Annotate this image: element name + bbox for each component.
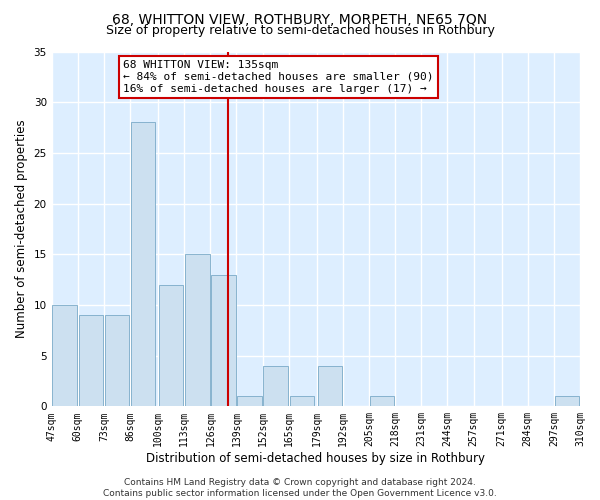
Bar	[131, 122, 155, 406]
Text: 68, WHITTON VIEW, ROTHBURY, MORPETH, NE65 7QN: 68, WHITTON VIEW, ROTHBURY, MORPETH, NE6…	[112, 12, 488, 26]
Bar	[237, 396, 262, 406]
Bar	[263, 366, 288, 406]
Bar	[79, 315, 103, 406]
Bar	[159, 284, 184, 406]
Y-axis label: Number of semi-detached properties: Number of semi-detached properties	[15, 120, 28, 338]
X-axis label: Distribution of semi-detached houses by size in Rothbury: Distribution of semi-detached houses by …	[146, 452, 485, 465]
Bar	[211, 274, 236, 406]
Text: Contains HM Land Registry data © Crown copyright and database right 2024.
Contai: Contains HM Land Registry data © Crown c…	[103, 478, 497, 498]
Bar	[290, 396, 314, 406]
Text: 68 WHITTON VIEW: 135sqm
← 84% of semi-detached houses are smaller (90)
16% of se: 68 WHITTON VIEW: 135sqm ← 84% of semi-de…	[123, 60, 433, 94]
Bar	[317, 366, 342, 406]
Bar	[370, 396, 394, 406]
Bar	[105, 315, 129, 406]
Bar	[52, 305, 77, 406]
Text: Size of property relative to semi-detached houses in Rothbury: Size of property relative to semi-detach…	[106, 24, 494, 37]
Bar	[554, 396, 579, 406]
Bar	[185, 254, 209, 406]
